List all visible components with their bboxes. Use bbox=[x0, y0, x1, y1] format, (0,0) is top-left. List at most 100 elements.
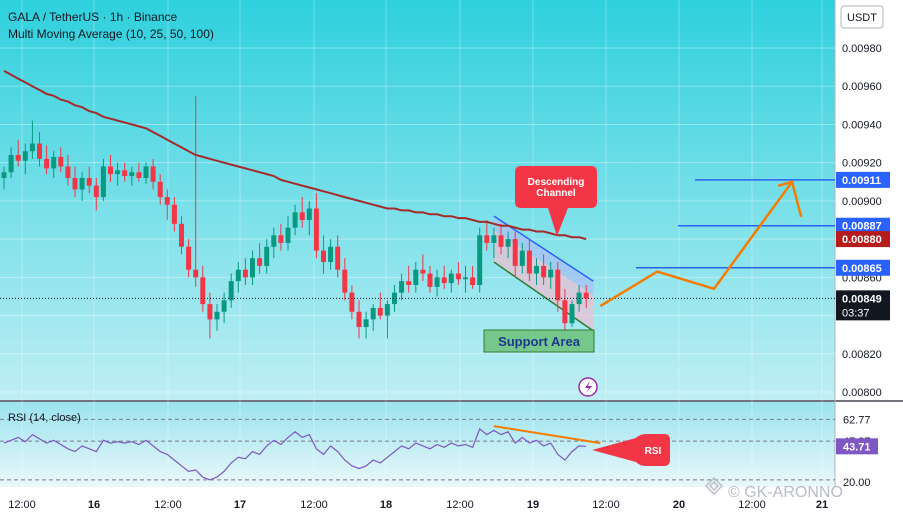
svg-text:03:37: 03:37 bbox=[842, 307, 870, 319]
candle bbox=[79, 172, 85, 201]
price-tick-label: 0.00940 bbox=[842, 119, 882, 131]
candle bbox=[399, 273, 405, 301]
candle bbox=[413, 262, 419, 293]
candle bbox=[512, 231, 518, 278]
support-area: Support Area bbox=[483, 329, 595, 353]
candle bbox=[505, 231, 511, 259]
candle bbox=[427, 265, 433, 293]
descending-channel-label-1: Descending bbox=[528, 177, 585, 188]
candle bbox=[200, 265, 206, 312]
svg-text:0.00880: 0.00880 bbox=[842, 234, 882, 246]
candle bbox=[349, 284, 355, 320]
price-badge: 0.00865 bbox=[836, 259, 890, 276]
time-tick-label: 18 bbox=[380, 499, 392, 511]
time-tick-label: 21 bbox=[816, 499, 828, 511]
candle bbox=[548, 262, 554, 289]
candle bbox=[420, 254, 426, 282]
time-tick-label: 12:00 bbox=[738, 499, 766, 511]
watermark: © GK-ARONNO bbox=[705, 477, 843, 501]
candle bbox=[150, 158, 156, 190]
candle bbox=[58, 147, 64, 173]
time-tick-label: 12:00 bbox=[154, 499, 182, 511]
projection-arrow bbox=[599, 181, 794, 308]
candle bbox=[44, 145, 50, 175]
candle bbox=[335, 235, 341, 278]
candle bbox=[86, 166, 92, 194]
candle bbox=[384, 300, 390, 339]
candle bbox=[221, 292, 227, 324]
candle bbox=[484, 220, 490, 251]
time-tick-label: 12:00 bbox=[592, 499, 620, 511]
candle bbox=[583, 284, 589, 308]
price-badge: 0.00911 bbox=[836, 171, 890, 188]
svg-text:0.00849: 0.00849 bbox=[842, 293, 882, 305]
candle bbox=[179, 216, 184, 255]
candle bbox=[299, 197, 305, 228]
watermark-logo-icon bbox=[705, 477, 723, 495]
candle bbox=[534, 258, 539, 285]
candle bbox=[214, 304, 220, 331]
rsi-title[interactable]: RSI (14, close) bbox=[8, 412, 81, 424]
candle bbox=[477, 227, 483, 293]
time-tick-label: 19 bbox=[527, 499, 539, 511]
candle bbox=[15, 139, 21, 167]
candle bbox=[321, 235, 326, 274]
svg-text:0.00887: 0.00887 bbox=[842, 221, 882, 233]
candle bbox=[434, 269, 440, 297]
svg-text:0.00865: 0.00865 bbox=[842, 263, 882, 275]
time-tick-label: 17 bbox=[234, 499, 246, 511]
price-tick-label: 0.00980 bbox=[842, 43, 882, 55]
price-badge: 0.00887 bbox=[836, 217, 890, 234]
descending-channel-label-2: Channel bbox=[536, 188, 576, 199]
candle bbox=[264, 239, 270, 274]
svg-text:20.00: 20.00 bbox=[843, 477, 871, 489]
candle bbox=[250, 250, 255, 285]
candle bbox=[441, 265, 447, 289]
candle bbox=[164, 189, 170, 220]
watermark-text: © GK-ARONNO bbox=[728, 484, 843, 501]
candle bbox=[292, 204, 298, 236]
price-badge: 0.00880 bbox=[836, 231, 890, 248]
time-axis-background bbox=[0, 487, 835, 518]
candle bbox=[108, 155, 113, 182]
candle bbox=[285, 216, 291, 251]
candle bbox=[93, 177, 99, 211]
candle bbox=[186, 239, 192, 278]
channel-lower-line bbox=[493, 261, 594, 332]
price-tick-label: 0.00900 bbox=[842, 196, 882, 208]
candle bbox=[257, 242, 263, 274]
candle bbox=[406, 265, 412, 293]
candle bbox=[72, 166, 78, 198]
rsi-level-lines bbox=[0, 418, 835, 481]
candle bbox=[313, 193, 319, 259]
candle bbox=[228, 273, 234, 308]
candle bbox=[271, 227, 277, 259]
main-pane-background bbox=[0, 0, 835, 400]
candle bbox=[370, 304, 376, 331]
lightning-icon[interactable] bbox=[578, 377, 598, 397]
rsi-callout: RSI bbox=[592, 434, 670, 466]
price-axis-background bbox=[835, 0, 903, 518]
candle bbox=[519, 242, 525, 274]
horizontal-levels bbox=[636, 179, 835, 269]
candle bbox=[171, 197, 177, 232]
candle bbox=[569, 300, 575, 328]
candle bbox=[526, 239, 532, 282]
candle bbox=[562, 288, 568, 331]
candle bbox=[143, 162, 149, 184]
indicator-title[interactable]: Multi Moving Average (10, 25, 50, 100) bbox=[8, 27, 214, 41]
candle bbox=[136, 162, 142, 182]
rsi-pane-background bbox=[0, 402, 835, 487]
rsi-badge: 43.71 bbox=[836, 438, 878, 455]
support-area-label: Support Area bbox=[498, 334, 581, 349]
price-tick-label: 0.00960 bbox=[842, 81, 882, 93]
rsi-badge: 20.00 bbox=[843, 477, 871, 489]
currency-button[interactable]: USDT bbox=[840, 5, 884, 29]
symbol-title[interactable]: GALA / TetherUS · 1h · Binance bbox=[8, 10, 178, 24]
candle bbox=[455, 262, 461, 285]
rsi-badge: 62.77 bbox=[843, 414, 871, 426]
currency-button-label: USDT bbox=[847, 12, 877, 24]
svg-text:43.71: 43.71 bbox=[843, 441, 871, 453]
